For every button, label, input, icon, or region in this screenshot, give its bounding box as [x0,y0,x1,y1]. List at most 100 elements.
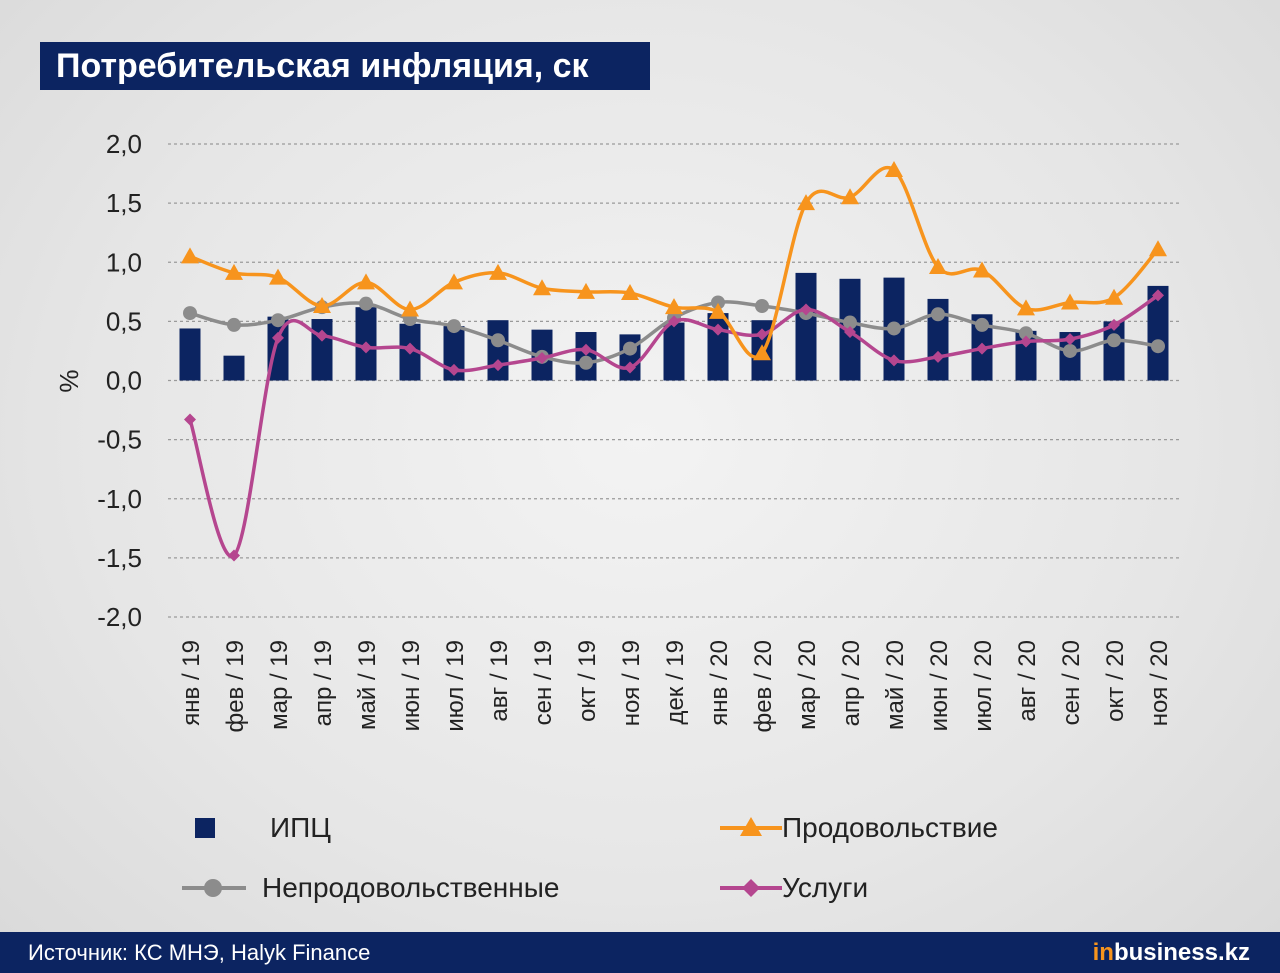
point-services [360,341,372,354]
point-nonfood [227,317,241,332]
x-tick-label: ноя / 19 [618,640,645,726]
y-tick-label: -2,0 [97,602,142,632]
x-tick-label: июл / 20 [970,640,997,732]
x-tick-label: авг / 20 [1014,640,1041,722]
point-services [316,329,328,342]
point-food [181,247,199,264]
y-tick-label: 2,0 [106,129,142,159]
point-services [536,352,548,365]
x-tick-label: май / 19 [354,640,381,730]
point-food [929,257,947,274]
chart-area: 2,0 1,5 1,0 0,5 0,0 -0,5 -1,0 -1,5 -2,0% янв / 19… [54,129,1180,733]
point-food [1061,293,1079,310]
point-services [184,413,196,426]
point-nonfood [1107,333,1121,348]
legend-label-services: Услуги [782,872,869,903]
x-tick-label: апр / 20 [838,640,865,726]
point-services [1152,289,1164,302]
x-tick-label: дек / 19 [662,640,689,725]
point-food [841,188,859,205]
point-nonfood [711,295,725,310]
point-food [1105,288,1123,305]
legend-label-cpi: ИПЦ [270,812,331,843]
point-services [844,326,856,339]
point-food [709,302,727,319]
point-food [885,161,903,178]
legend-diamond-icon [720,879,782,897]
bar [311,319,333,381]
bar [619,334,641,381]
point-services [756,328,768,341]
bar [487,320,509,381]
x-tick-label: апр / 19 [310,640,337,726]
bar [707,313,729,381]
point-services [228,549,240,562]
point-food [1149,240,1167,257]
bar [927,298,949,381]
x-tick-label: окт / 20 [1102,640,1129,722]
point-nonfood [359,296,373,311]
point-food [225,263,243,280]
x-tick-label: июл / 19 [442,640,469,732]
x-tick-label: ноя / 20 [1146,640,1173,726]
y-tick-label: 1,0 [106,247,142,277]
chart-title: Потребительская инфляция, ск [40,42,650,90]
point-food [401,300,419,317]
bar [663,322,685,381]
point-food [489,263,507,280]
x-tick-label: окт / 19 [574,640,601,722]
point-nonfood [931,307,945,322]
point-food [577,282,595,299]
point-food [753,344,771,361]
source-note: Источник: КС МНЭ, Halyk Finance [28,940,371,965]
x-tick-label: май / 20 [882,640,909,730]
inbusiness-logo[interactable]: inbusiness.kz [1092,939,1250,966]
point-food [445,273,463,290]
point-services [448,363,460,376]
point-services [712,323,724,336]
y-axis-label: % [54,369,84,392]
x-tick-label: фев / 20 [750,640,777,733]
point-food [973,261,991,278]
x-tick-label: сен / 20 [1058,640,1085,725]
point-nonfood [1151,339,1165,354]
point-services [976,342,988,355]
point-food [665,298,683,315]
legend-triangle-icon [720,817,782,836]
point-services [668,315,680,328]
point-services [1020,335,1032,348]
point-services [1108,318,1120,331]
point-food [313,297,331,314]
point-nonfood [579,355,593,370]
footer-bar: Источник: КС МНЭ, Halyk Finance inbusine… [0,932,1280,973]
y-tick-label: -1,5 [97,543,142,573]
y-tick-label: 1,5 [106,188,142,218]
x-tick-label: мар / 19 [266,640,293,730]
point-nonfood [755,299,769,314]
point-nonfood [447,319,461,334]
y-tick-label: -1,0 [97,484,142,514]
point-nonfood [975,317,989,332]
point-services [272,331,284,344]
bar [223,355,245,381]
y-tick-label: 0,5 [106,306,142,336]
y-tick-label: 0,0 [106,366,142,396]
point-services [1064,333,1076,346]
point-nonfood [491,333,505,348]
point-nonfood [271,313,285,328]
bar [1147,285,1169,381]
point-food [621,283,639,300]
point-services [404,342,416,355]
point-nonfood [843,315,857,330]
point-nonfood [623,341,637,356]
bar [179,328,201,381]
legend-label-nonfood: Непродовольственные [262,872,560,903]
point-services [888,354,900,367]
x-tick-label: янв / 19 [178,640,205,726]
point-services [624,361,636,374]
point-nonfood [1019,326,1033,341]
bar [795,272,817,381]
point-services [492,359,504,372]
legend-label-food: Продовольствие [782,812,998,843]
point-services [800,303,812,316]
